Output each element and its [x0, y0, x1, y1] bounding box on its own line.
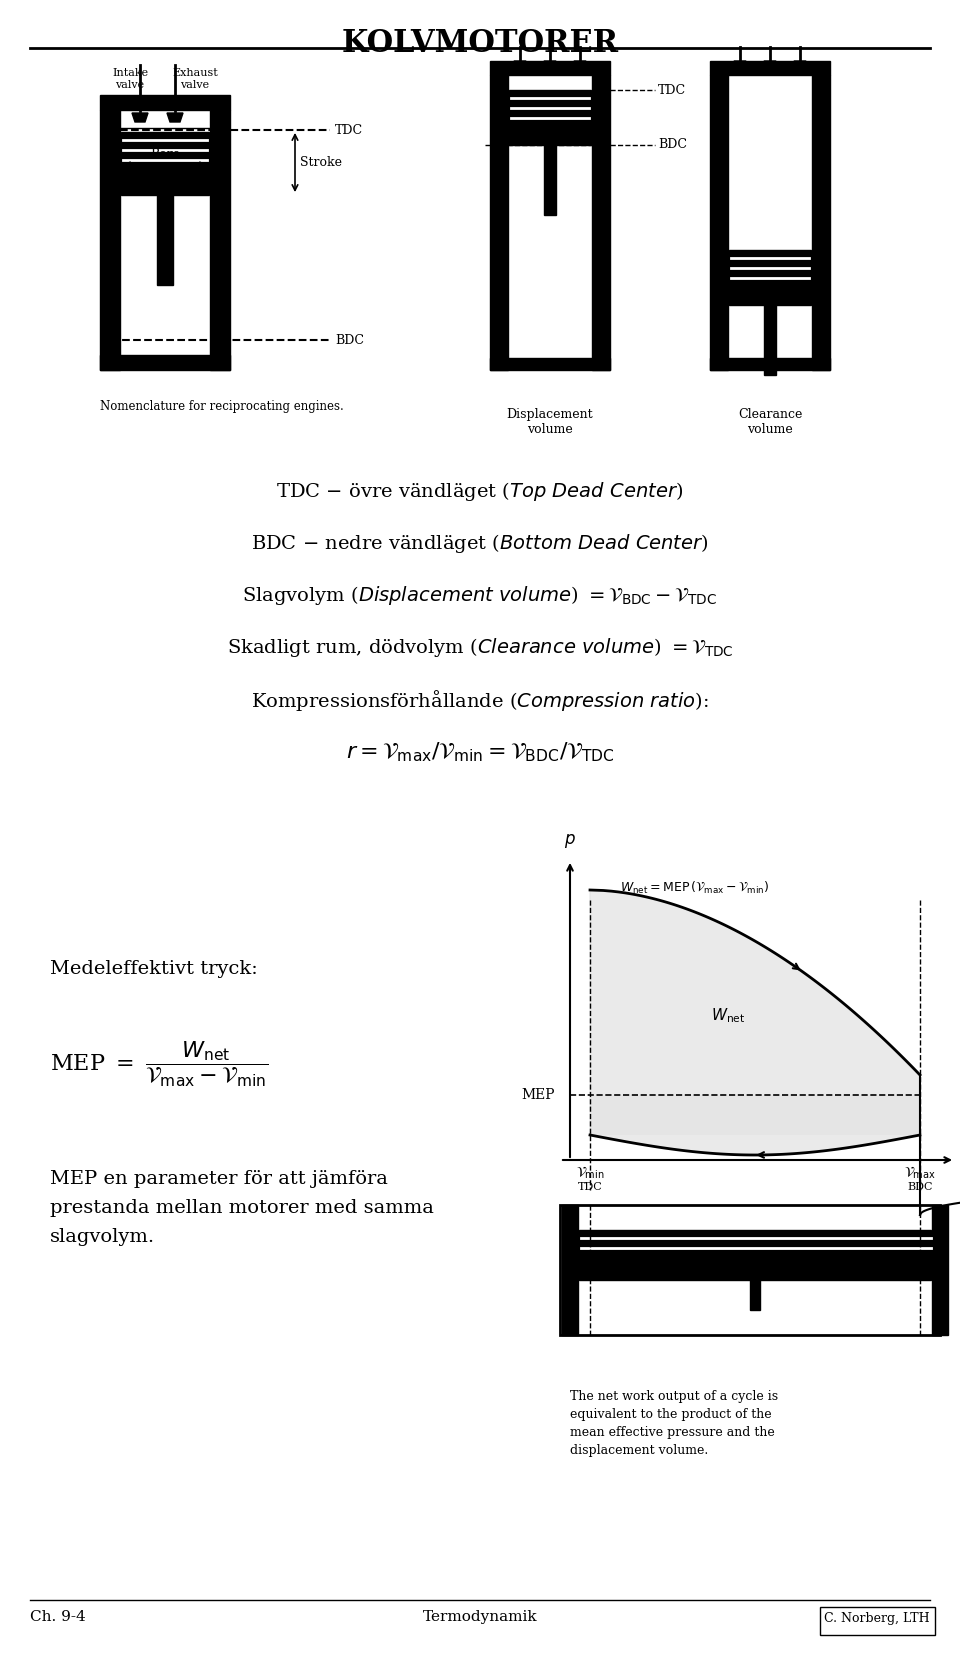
- Text: $W_{\mathrm{net}} = \mathrm{MEP}\,(\mathcal{V}_{\max} - \mathcal{V}_{\min})$: $W_{\mathrm{net}} = \mathrm{MEP}\,(\math…: [620, 880, 769, 895]
- Bar: [120, 109, 210, 127]
- Bar: [490, 61, 610, 74]
- Text: C. Norberg, LTH: C. Norberg, LTH: [825, 1612, 930, 1625]
- Polygon shape: [590, 890, 920, 1155]
- Text: BDC: BDC: [658, 139, 687, 152]
- Bar: [932, 1205, 948, 1336]
- Bar: [100, 94, 230, 109]
- Bar: [544, 146, 556, 215]
- Text: BDC $-$ nedre vändläget ($\mathit{Bottom\ Dead\ Center}$): BDC $-$ nedre vändläget ($\mathit{Bottom…: [252, 531, 708, 554]
- Bar: [729, 250, 811, 305]
- Polygon shape: [794, 61, 806, 68]
- Bar: [710, 74, 728, 371]
- Text: $\mathcal{V}_{\max}$: $\mathcal{V}_{\max}$: [904, 1165, 936, 1182]
- Text: MEP $=$ $\dfrac{W_{\mathrm{net}}}{\mathcal{V}_{\mathrm{max}} - \mathcal{V}_{\mat: MEP $=$ $\dfrac{W_{\mathrm{net}}}{\mathc…: [50, 1039, 268, 1089]
- Polygon shape: [734, 61, 746, 68]
- Bar: [100, 109, 120, 371]
- Text: Displacement
volume: Displacement volume: [507, 409, 593, 435]
- Text: TDC: TDC: [658, 83, 686, 96]
- Text: Nomenclature for reciprocating engines.: Nomenclature for reciprocating engines.: [100, 401, 344, 414]
- Bar: [592, 74, 610, 371]
- Text: $p$: $p$: [564, 832, 576, 851]
- Bar: [820, 1607, 935, 1635]
- Bar: [750, 1279, 760, 1311]
- Polygon shape: [544, 61, 556, 68]
- Text: Intake
valve: Intake valve: [112, 68, 148, 89]
- Text: Exhaust
valve: Exhaust valve: [172, 68, 218, 89]
- Bar: [812, 74, 830, 371]
- Bar: [710, 61, 830, 74]
- Text: TDC: TDC: [335, 124, 363, 136]
- Polygon shape: [574, 61, 586, 68]
- Polygon shape: [764, 61, 776, 68]
- Text: Ch. 9-4: Ch. 9-4: [30, 1610, 85, 1624]
- Bar: [210, 109, 230, 371]
- Text: MEP en parameter för att jämföra
prestanda mellan motorer med samma
slagvolym.: MEP en parameter för att jämföra prestan…: [50, 1170, 434, 1246]
- Text: The net work output of a cycle is
equivalent to the product of the
mean effectiv: The net work output of a cycle is equiva…: [570, 1390, 779, 1456]
- Bar: [490, 74, 508, 371]
- Text: Slagvolym ($\mathit{Displacement\ volume}$) $= \mathcal{V}_{\mathrm{BDC}} - \mat: Slagvolym ($\mathit{Displacement\ volume…: [243, 584, 717, 607]
- Bar: [560, 1205, 940, 1336]
- Polygon shape: [132, 111, 148, 119]
- Text: Skadligt rum, dödvolym ($\mathit{Clearance\ volume}$) $= \mathcal{V}_{\mathrm{TD: Skadligt rum, dödvolym ($\mathit{Clearan…: [227, 636, 733, 659]
- Bar: [509, 89, 591, 146]
- Text: MEP: MEP: [521, 1087, 555, 1102]
- Text: TDC $-$ övre vändläget ($\mathit{Top\ Dead\ Center}$): TDC $-$ övre vändläget ($\mathit{Top\ De…: [276, 480, 684, 503]
- Polygon shape: [514, 61, 526, 68]
- Polygon shape: [167, 113, 183, 122]
- Text: TDC: TDC: [578, 1182, 602, 1192]
- Text: $\mathcal{V}_{\min}$: $\mathcal{V}_{\min}$: [576, 1165, 604, 1182]
- Bar: [157, 195, 173, 285]
- Text: Kompressionsförhållande ($\mathit{Compression\ ratio}$):: Kompressionsförhållande ($\mathit{Compre…: [251, 688, 709, 713]
- Text: Stroke: Stroke: [300, 156, 342, 169]
- Polygon shape: [167, 111, 183, 119]
- Text: BDC: BDC: [335, 334, 364, 346]
- Text: BDC: BDC: [907, 1182, 933, 1192]
- Bar: [590, 1096, 920, 1135]
- Bar: [579, 1230, 931, 1279]
- Text: Medeleffektivt tryck:: Medeleffektivt tryck:: [50, 960, 257, 978]
- Polygon shape: [132, 113, 148, 122]
- Text: $r = \mathcal{V}_{\mathrm{max}}/\mathcal{V}_{\mathrm{min}} = \mathcal{V}_{\mathr: $r = \mathcal{V}_{\mathrm{max}}/\mathcal…: [346, 740, 614, 763]
- Text: Termodynamik: Termodynamik: [422, 1610, 538, 1624]
- Bar: [562, 1205, 578, 1336]
- Bar: [710, 357, 830, 371]
- Bar: [764, 305, 776, 376]
- Bar: [121, 132, 209, 195]
- Bar: [100, 356, 230, 371]
- Text: Clearance
volume: Clearance volume: [738, 409, 803, 435]
- Text: $W_{\mathrm{net}}$: $W_{\mathrm{net}}$: [711, 1006, 746, 1024]
- Bar: [490, 357, 610, 371]
- Text: KOLVMOTORER: KOLVMOTORER: [342, 28, 618, 60]
- Text: Bore: Bore: [150, 147, 180, 161]
